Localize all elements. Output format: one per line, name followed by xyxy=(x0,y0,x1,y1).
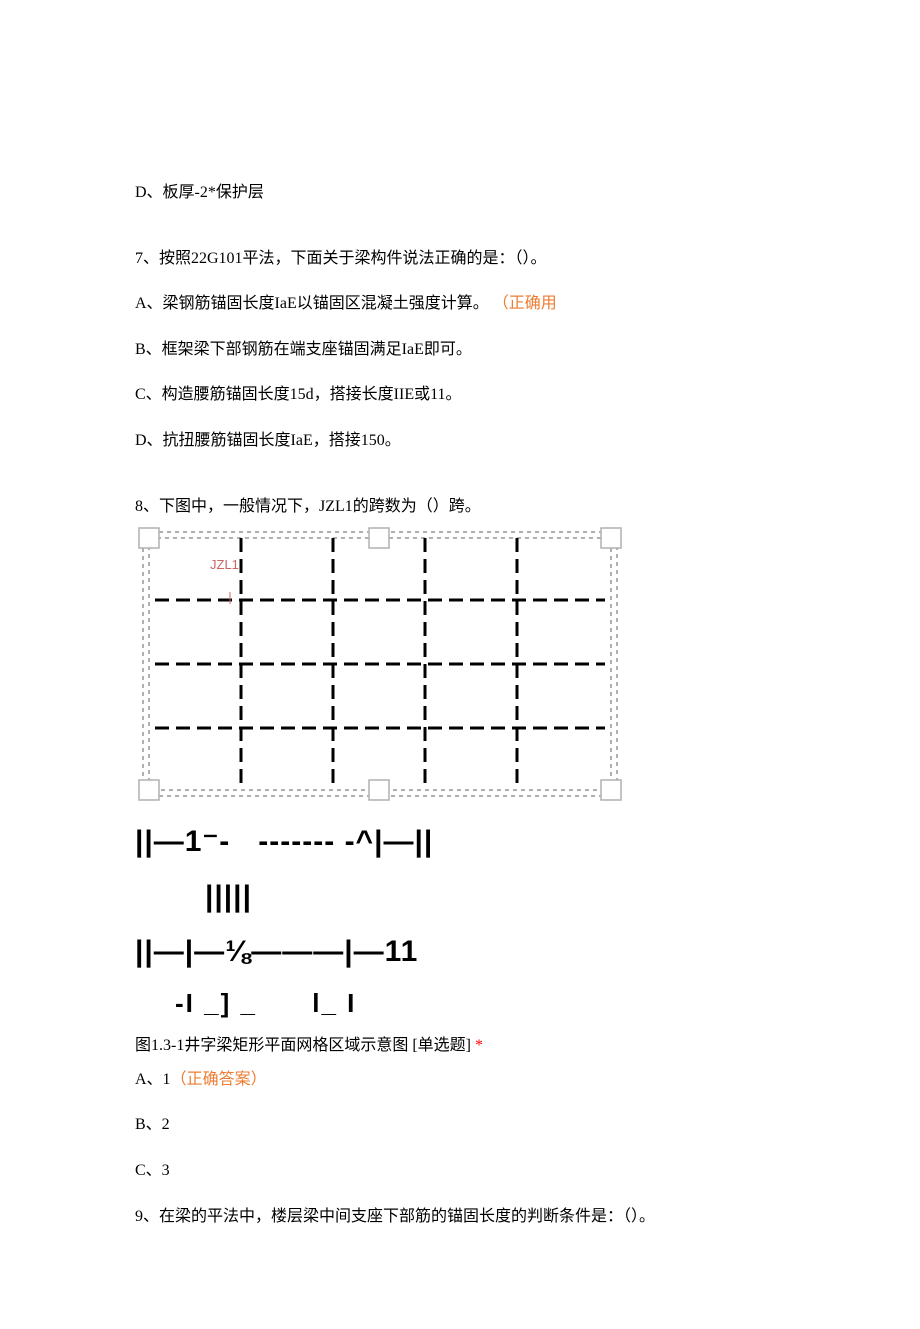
ascii-art-line4: -I _] _ l_ I xyxy=(135,984,785,1023)
figure-caption: 图1.3-1井字梁矩形平面网格区域示意图 [单选题] * xyxy=(135,1033,785,1059)
ascii-art-line2: ||||| xyxy=(135,874,785,919)
q7-option-a: A、梁钢筋锚固长度IaE以锚固区混凝土强度计算。 （正确用 xyxy=(135,291,785,317)
q8-optA-note: （正确答案） xyxy=(171,1071,267,1088)
q9-question: 9、在梁的平法中，楼层梁中间支座下部筋的锚固长度的判断条件是：（）。 xyxy=(135,1204,785,1230)
q8-option-c: C、3 xyxy=(135,1158,785,1184)
q7-option-c: C、构造腰筋锚固长度15d，搭接长度IIE或11。 xyxy=(135,382,785,408)
caption-bracket: [单选题] xyxy=(412,1037,471,1054)
caption-prefix: 图1.3-1井字梁矩形平面网格区域示意图 xyxy=(135,1037,412,1054)
jzl1-label: JZL1 xyxy=(210,557,239,572)
grid-diagram: JZL1 xyxy=(135,524,625,804)
q7-optA-note: （正确用 xyxy=(493,295,557,312)
q7-option-b: B、框架梁下部钢筋在端支座锚固满足IaE即可。 xyxy=(135,337,785,363)
ascii-art-line3: ||—|—⅛———|—11 xyxy=(135,929,785,974)
q8-question: 8、下图中，一般情况下，JZL1的跨数为（）跨。 xyxy=(135,494,785,520)
q7-option-d: D、抗扭腰筋锚固长度IaE，搭接150。 xyxy=(135,428,785,454)
prev-option-d: D、板厚-2*保护层 xyxy=(135,180,785,206)
q8-optA-prefix: A、1 xyxy=(135,1071,171,1088)
required-asterisk: * xyxy=(471,1037,483,1054)
ascii-art-line1: ||—1⁻- ------- -^|—|| xyxy=(135,819,785,864)
q8-option-a: A、1（正确答案） xyxy=(135,1067,785,1093)
q8-option-b: B、2 xyxy=(135,1112,785,1138)
q7-question: 7、按照22G101平法，下面关于梁构件说法正确的是：（）。 xyxy=(135,246,785,272)
q7-optA-text: A、梁钢筋锚固长度IaE以锚固区混凝土强度计算。 xyxy=(135,295,489,312)
grid-svg-icon: JZL1 xyxy=(135,524,625,804)
